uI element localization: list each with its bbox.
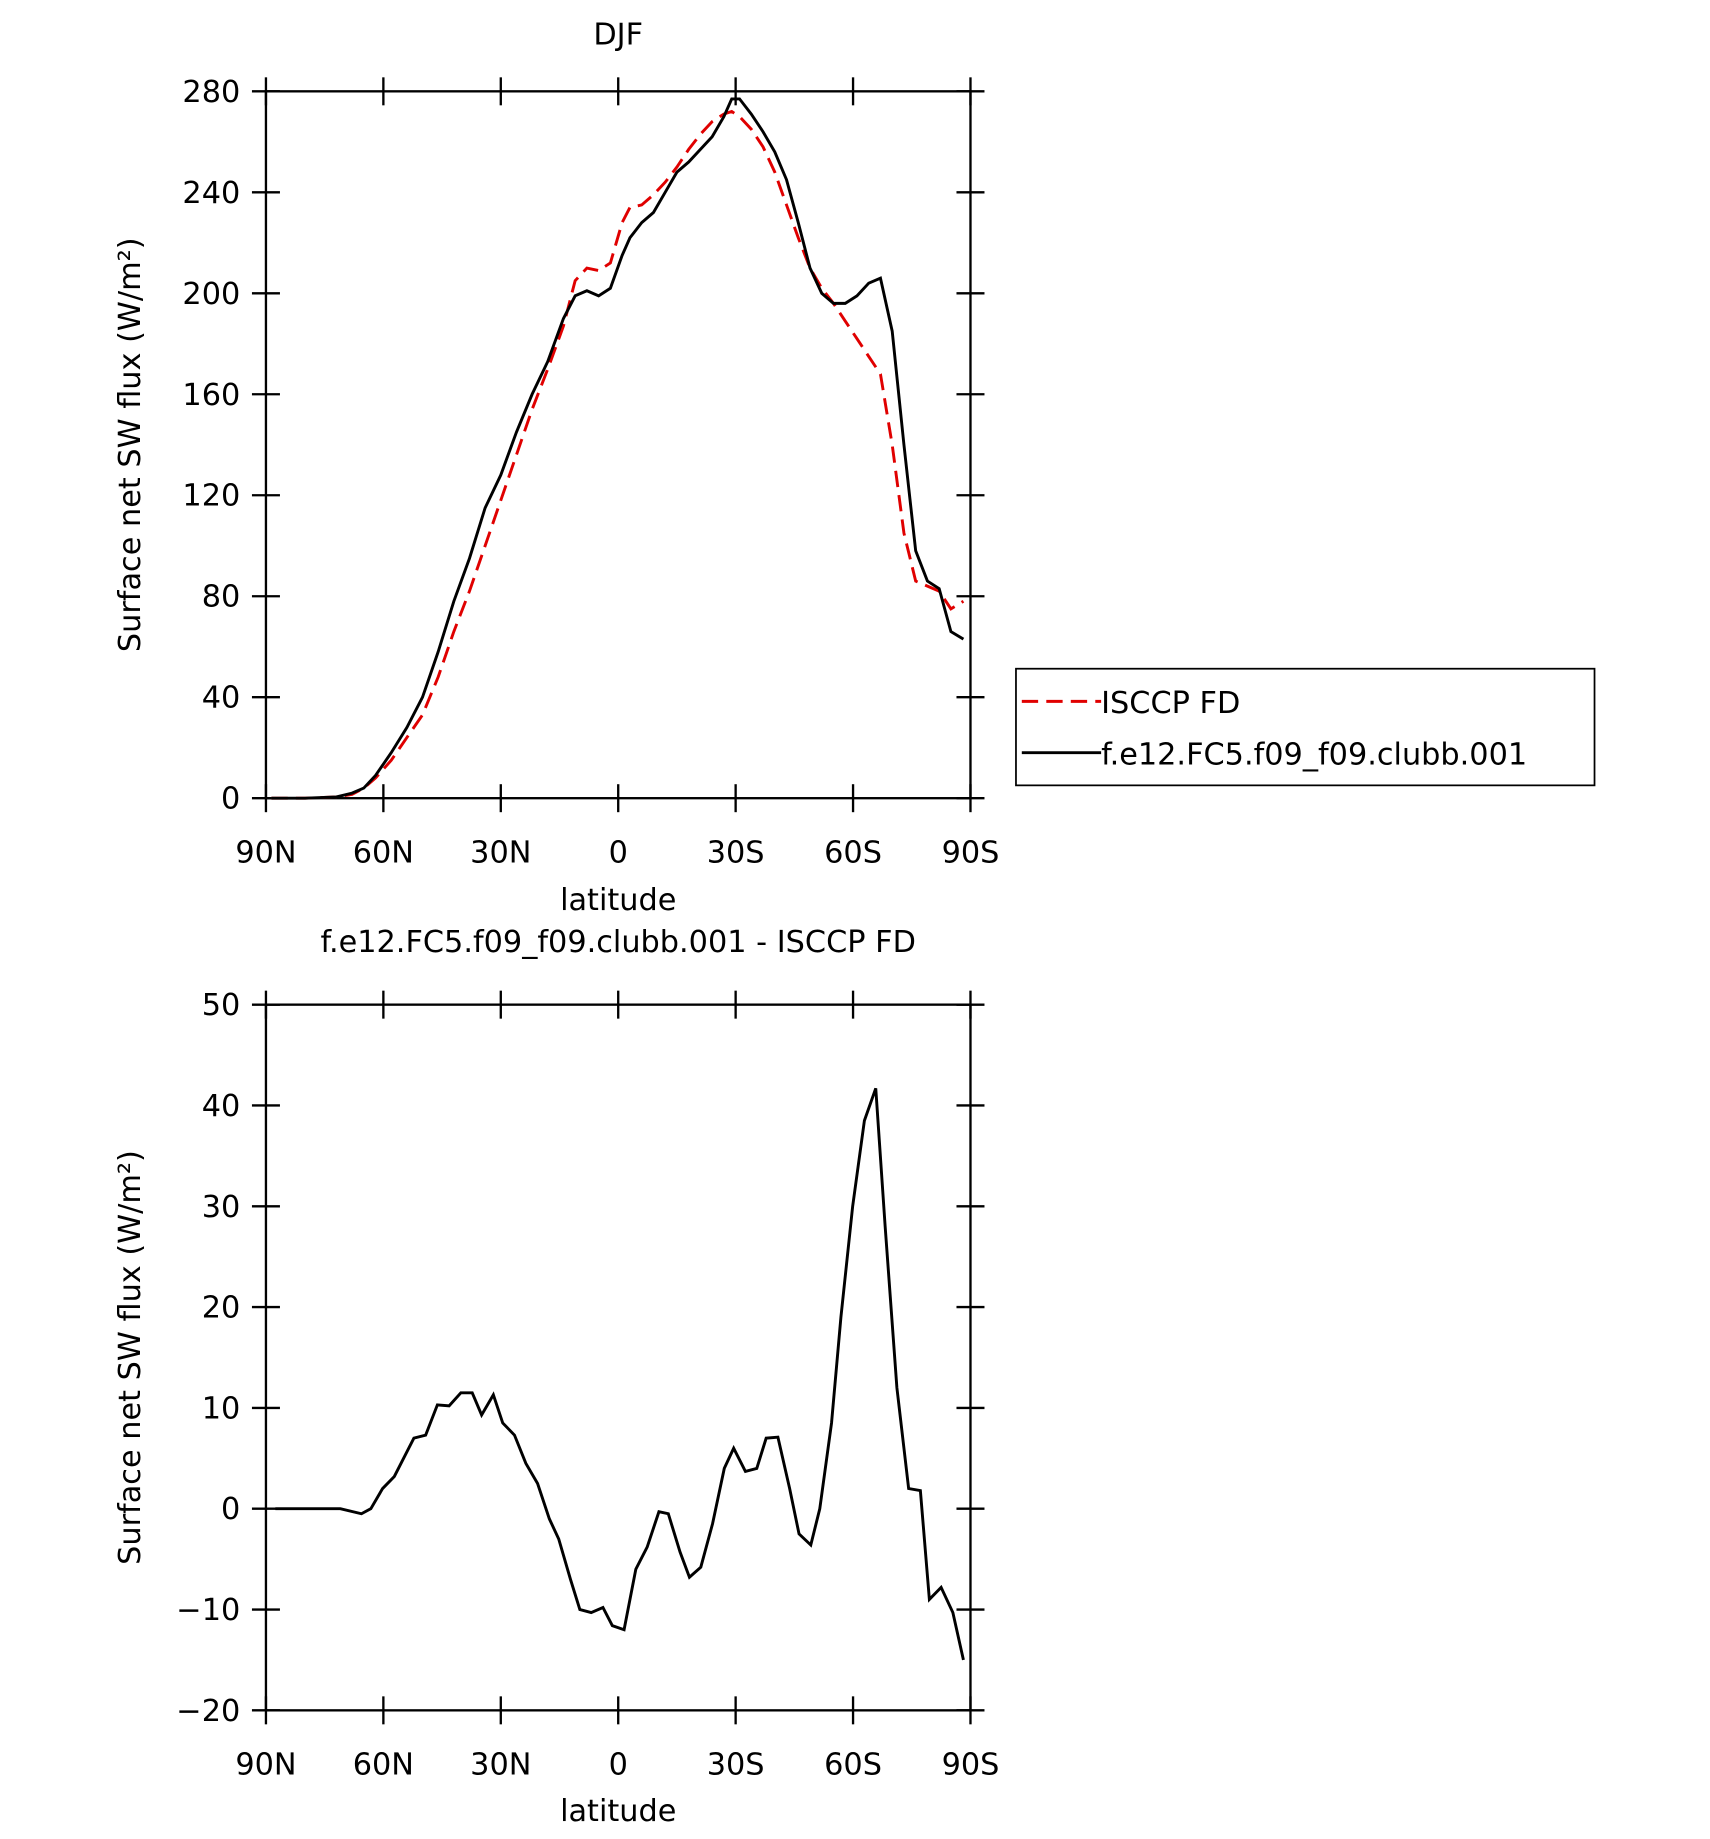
y-tick-label: 30 [202,1190,241,1225]
x-tick-label: 0 [609,835,628,870]
y-tick-label: −10 [176,1593,240,1628]
data-line [271,109,965,800]
y-axis-label: Surface net SW flux (W/m²) [113,1150,148,1565]
plot-frame [264,1003,972,1712]
x-tick-label: 30S [707,1748,765,1783]
data-line [275,1087,965,1661]
y-tick-label: −20 [176,1694,240,1729]
legend-box [1015,667,1596,787]
y-tick-label: 240 [182,176,240,211]
y-axis-label: Surface net SW flux (W/m²) [113,237,148,652]
x-tick-label: 90N [235,1748,296,1783]
chart-title: f.e12.FC5.f09_f09.clubb.001 - ISCCP FD [320,925,915,960]
x-tick-label: 60N [353,1748,414,1783]
y-tick-label: 0 [221,1492,240,1527]
y-tick-label: 0 [221,782,240,817]
y-tick-label: 280 [182,75,240,110]
legend-label: ISCCP FD [1101,686,1240,721]
x-tick-label: 0 [609,1748,628,1783]
y-tick-label: 40 [202,681,241,716]
x-tick-label: 60S [824,835,882,870]
plot-frame [264,90,972,800]
x-tick-label: 90N [235,835,296,870]
y-tick-label: 50 [202,988,241,1023]
data-line [271,97,965,800]
x-tick-label: 30N [470,1748,531,1783]
y-tick-label: 200 [182,277,240,312]
x-axis-label: latitude [560,1794,676,1829]
x-tick-label: 60N [353,835,414,870]
y-tick-label: 80 [202,580,241,615]
x-tick-label: 30N [470,835,531,870]
x-axis-label: latitude [560,883,676,918]
chart-title: DJF [593,18,643,53]
x-tick-label: 90S [942,835,1000,870]
x-tick-label: 90S [942,1748,1000,1783]
x-tick-label: 30S [707,835,765,870]
y-tick-label: 20 [202,1291,241,1326]
x-tick-label: 60S [824,1748,882,1783]
y-tick-label: 160 [182,378,240,413]
y-tick-label: 40 [202,1089,241,1124]
y-tick-label: 10 [202,1391,241,1426]
legend-label: f.e12.FC5.f09_f09.clubb.001 [1101,737,1527,772]
y-tick-label: 120 [182,479,240,514]
